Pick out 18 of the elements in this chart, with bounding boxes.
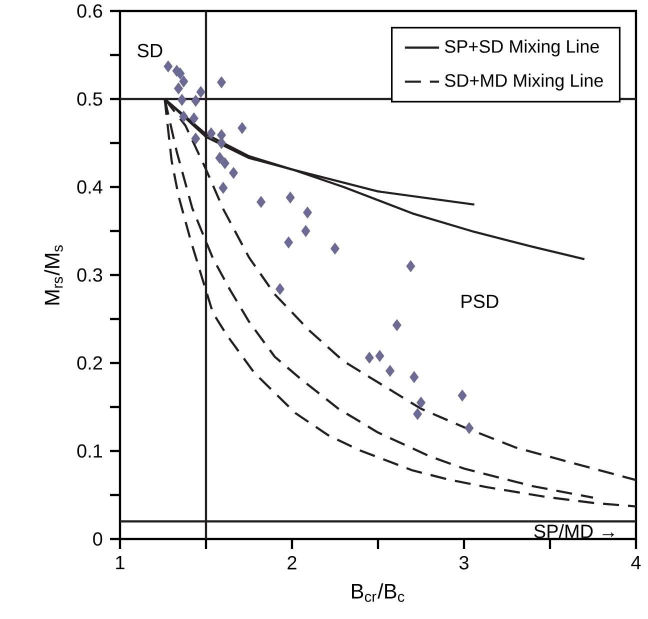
y-tick-label: 0.3 [77, 268, 102, 282]
y-tick-label: 0.4 [77, 180, 102, 194]
x-tick-label: 1 [116, 556, 124, 570]
legend-label: SD+MD Mixing Line [444, 74, 603, 90]
annotation: SD [138, 44, 162, 58]
y-tick-label: 0 [93, 532, 102, 546]
x-axis-title: B$_{cr}$/B$_{c}$ [352, 583, 404, 602]
x-tick-label: 2 [288, 556, 296, 570]
y-tick-label: 0.5 [77, 92, 102, 106]
y-axis-title: M$_{rs}$/M$_{s}$ [44, 245, 63, 304]
x-tick-label: 3 [459, 556, 468, 570]
x-tick-label: 4 [631, 556, 641, 570]
annotation: SP/MD → [534, 524, 614, 538]
y-tick-label: 0.2 [77, 356, 102, 370]
y-tick-label: 0.6 [77, 4, 102, 18]
legend-label: SP+SD Mixing Line [444, 40, 599, 56]
annotation: PSD [462, 294, 498, 308]
y-tick-label: 0.1 [77, 444, 102, 458]
